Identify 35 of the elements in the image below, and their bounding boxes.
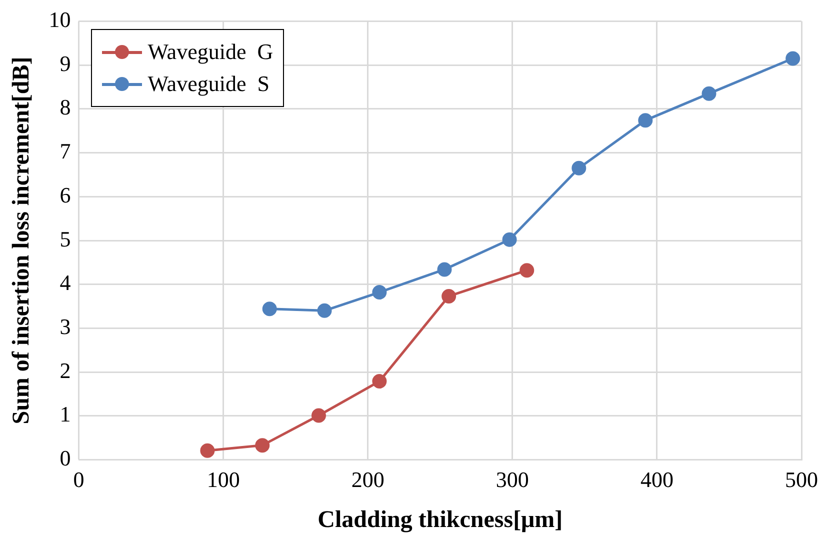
point <box>262 302 277 316</box>
x-tick-label: 400 <box>640 466 674 492</box>
x-tick-label: 500 <box>785 466 818 492</box>
y-tick-label: 5 <box>60 226 71 252</box>
x-tick-label: 100 <box>206 466 240 492</box>
point <box>502 232 517 247</box>
y-tick-label: 8 <box>60 94 71 120</box>
y-tick-label: 2 <box>60 358 71 383</box>
point <box>372 374 387 389</box>
y-tick-label: 10 <box>48 6 71 32</box>
point <box>638 113 653 128</box>
legend-label: Waveguide G <box>148 39 274 66</box>
y-tick-label: 9 <box>60 50 71 76</box>
point <box>786 51 800 66</box>
y-tick-label: 4 <box>60 270 71 296</box>
point <box>437 262 452 277</box>
y-axis-title: Sum of insertion loss increment[dB] <box>8 56 35 424</box>
x-axis-title: Cladding thikcness[μm] <box>318 506 563 533</box>
point <box>572 160 586 176</box>
point <box>311 408 326 423</box>
point <box>255 438 270 453</box>
point <box>372 285 387 300</box>
legend-label: Waveguide S <box>148 71 270 98</box>
point <box>200 443 215 458</box>
y-tick-label: 3 <box>60 314 71 339</box>
point <box>520 263 534 278</box>
y-tick-label: 7 <box>60 138 71 164</box>
y-tick-label: 1 <box>60 402 71 427</box>
point <box>317 303 332 318</box>
x-tick-label: 200 <box>351 466 384 492</box>
point <box>442 288 456 304</box>
y-tick-label: 0 <box>60 446 71 471</box>
y-tick-label: 6 <box>60 182 71 208</box>
x-tick-label: 300 <box>496 466 529 492</box>
point <box>702 86 716 101</box>
